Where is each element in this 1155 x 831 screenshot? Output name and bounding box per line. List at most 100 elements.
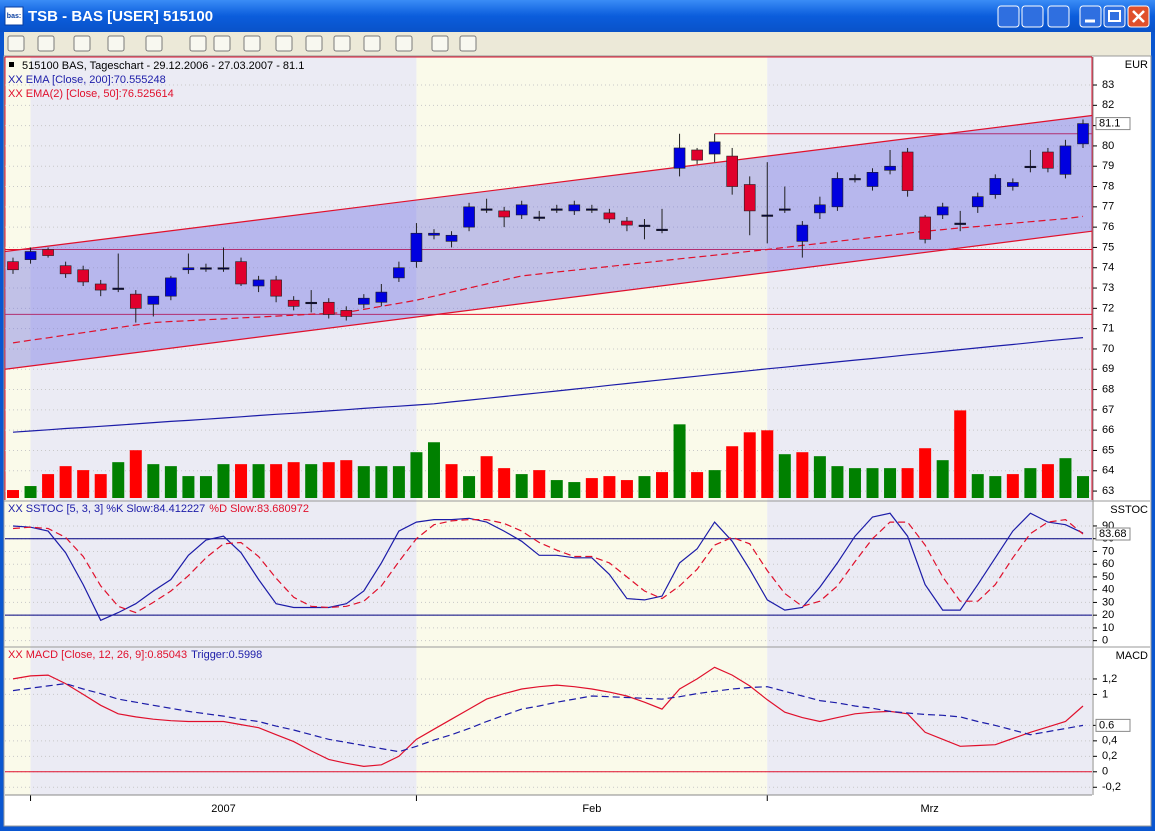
indicator-line bbox=[12, 512, 1084, 622]
tool-button[interactable] bbox=[431, 35, 449, 52]
tool-button[interactable] bbox=[333, 35, 351, 52]
candle-body bbox=[936, 206, 949, 216]
candle-body bbox=[42, 249, 54, 256]
candle-body bbox=[568, 204, 581, 212]
indicator-line bbox=[12, 666, 1084, 768]
volume-bar bbox=[498, 468, 511, 498]
y-tick-label: 0 bbox=[1102, 766, 1108, 778]
y-tick-label: 76 bbox=[1102, 221, 1114, 233]
candle-body bbox=[621, 220, 633, 226]
tool-button[interactable] bbox=[145, 35, 163, 52]
candle-body bbox=[726, 155, 738, 187]
candle-body bbox=[1059, 145, 1072, 175]
y-tick-label: 1 bbox=[1102, 688, 1108, 700]
y-tick-label: 30 bbox=[1102, 596, 1114, 608]
candle-body bbox=[340, 310, 353, 317]
volume-bar bbox=[568, 482, 581, 498]
candle-body bbox=[954, 222, 967, 225]
maximize-button[interactable] bbox=[1103, 5, 1126, 28]
candle-body bbox=[1024, 165, 1037, 169]
volume-bar bbox=[1077, 476, 1089, 498]
candle-body bbox=[375, 291, 388, 303]
y-tick-label: 67 bbox=[1102, 404, 1114, 416]
tool-button[interactable] bbox=[243, 35, 261, 52]
tool-button[interactable] bbox=[395, 35, 413, 52]
last-value-label: 81.1 bbox=[1099, 117, 1120, 129]
volume-bar bbox=[427, 442, 440, 498]
period-band bbox=[30, 57, 417, 795]
volume-bar bbox=[199, 476, 212, 498]
candle-body bbox=[550, 208, 563, 211]
tool-button[interactable] bbox=[107, 35, 125, 52]
y-tick-label: 79 bbox=[1102, 160, 1114, 172]
candle-body bbox=[673, 147, 686, 169]
candle-body bbox=[638, 224, 651, 227]
volume-bar bbox=[445, 464, 458, 498]
period-band bbox=[767, 57, 1092, 795]
candle-body bbox=[796, 224, 809, 242]
tool-button[interactable] bbox=[305, 35, 323, 52]
volume-bar bbox=[936, 460, 949, 498]
volume-bar bbox=[182, 476, 195, 498]
volume-bar bbox=[375, 466, 388, 498]
volume-bar bbox=[691, 472, 704, 498]
y-tick-label: 0,2 bbox=[1102, 750, 1117, 762]
header-bullet bbox=[9, 62, 14, 67]
y-tick-label: 0 bbox=[1102, 635, 1108, 647]
y-axis-unit: MACD bbox=[1116, 650, 1148, 662]
last-value-label: 83.68 bbox=[1099, 528, 1127, 540]
candle-body bbox=[287, 299, 300, 307]
y-tick-label: 65 bbox=[1102, 444, 1114, 456]
tool-button[interactable] bbox=[73, 35, 91, 52]
candle-body bbox=[428, 232, 440, 236]
candle-body bbox=[866, 172, 879, 187]
icon bbox=[1108, 10, 1121, 22]
app-icon-text: bas: bbox=[7, 13, 21, 20]
title-bar bbox=[0, 0, 1155, 32]
tool-button[interactable] bbox=[363, 35, 381, 52]
toolbar bbox=[4, 32, 1151, 56]
tool-button[interactable] bbox=[213, 35, 231, 52]
volume-bar bbox=[463, 476, 476, 498]
volume-bar bbox=[322, 462, 335, 498]
period-band bbox=[416, 57, 768, 795]
candle-body bbox=[901, 151, 914, 191]
volume-bar bbox=[831, 466, 844, 498]
candle-body bbox=[129, 293, 142, 309]
y-tick-label: 70 bbox=[1102, 343, 1114, 355]
volume-bar bbox=[901, 468, 914, 498]
toolbar-icons bbox=[7, 35, 477, 52]
minimize-button[interactable] bbox=[1079, 5, 1102, 28]
tool-button[interactable] bbox=[189, 35, 207, 52]
volume-bar bbox=[796, 452, 809, 498]
y-tick-label: 20 bbox=[1102, 609, 1114, 621]
y-tick-label: 69 bbox=[1102, 363, 1114, 375]
candle-body bbox=[1042, 151, 1054, 169]
volume-bar bbox=[392, 466, 405, 498]
tool-button[interactable] bbox=[37, 35, 55, 52]
volume-bar bbox=[1024, 468, 1037, 498]
button[interactable] bbox=[997, 5, 1020, 28]
button[interactable] bbox=[1021, 5, 1044, 28]
tool-button[interactable] bbox=[275, 35, 293, 52]
button[interactable] bbox=[1047, 5, 1070, 28]
volume-bar bbox=[480, 456, 493, 498]
y-tick-label: 0,4 bbox=[1102, 735, 1117, 747]
x-tick-label: 2007 bbox=[211, 803, 235, 815]
volume-bar bbox=[989, 476, 1002, 498]
y-tick-label: 10 bbox=[1102, 622, 1114, 634]
indicator-line bbox=[12, 337, 1084, 433]
legend-entry: Trigger:0.5998 bbox=[191, 649, 262, 661]
volume-bar bbox=[129, 450, 142, 498]
legend-entry: XX SSTOC [5, 3, 3] %K Slow:84.412227 bbox=[8, 503, 205, 515]
tool-button[interactable] bbox=[459, 35, 477, 52]
candle-body bbox=[7, 261, 19, 271]
y-tick-label: 64 bbox=[1102, 465, 1114, 477]
period-band bbox=[5, 57, 31, 795]
tool-button[interactable] bbox=[7, 35, 25, 52]
candle-body bbox=[147, 295, 160, 305]
volume-bar bbox=[164, 466, 177, 498]
candle-body bbox=[779, 208, 791, 211]
volume-bar bbox=[59, 466, 72, 498]
